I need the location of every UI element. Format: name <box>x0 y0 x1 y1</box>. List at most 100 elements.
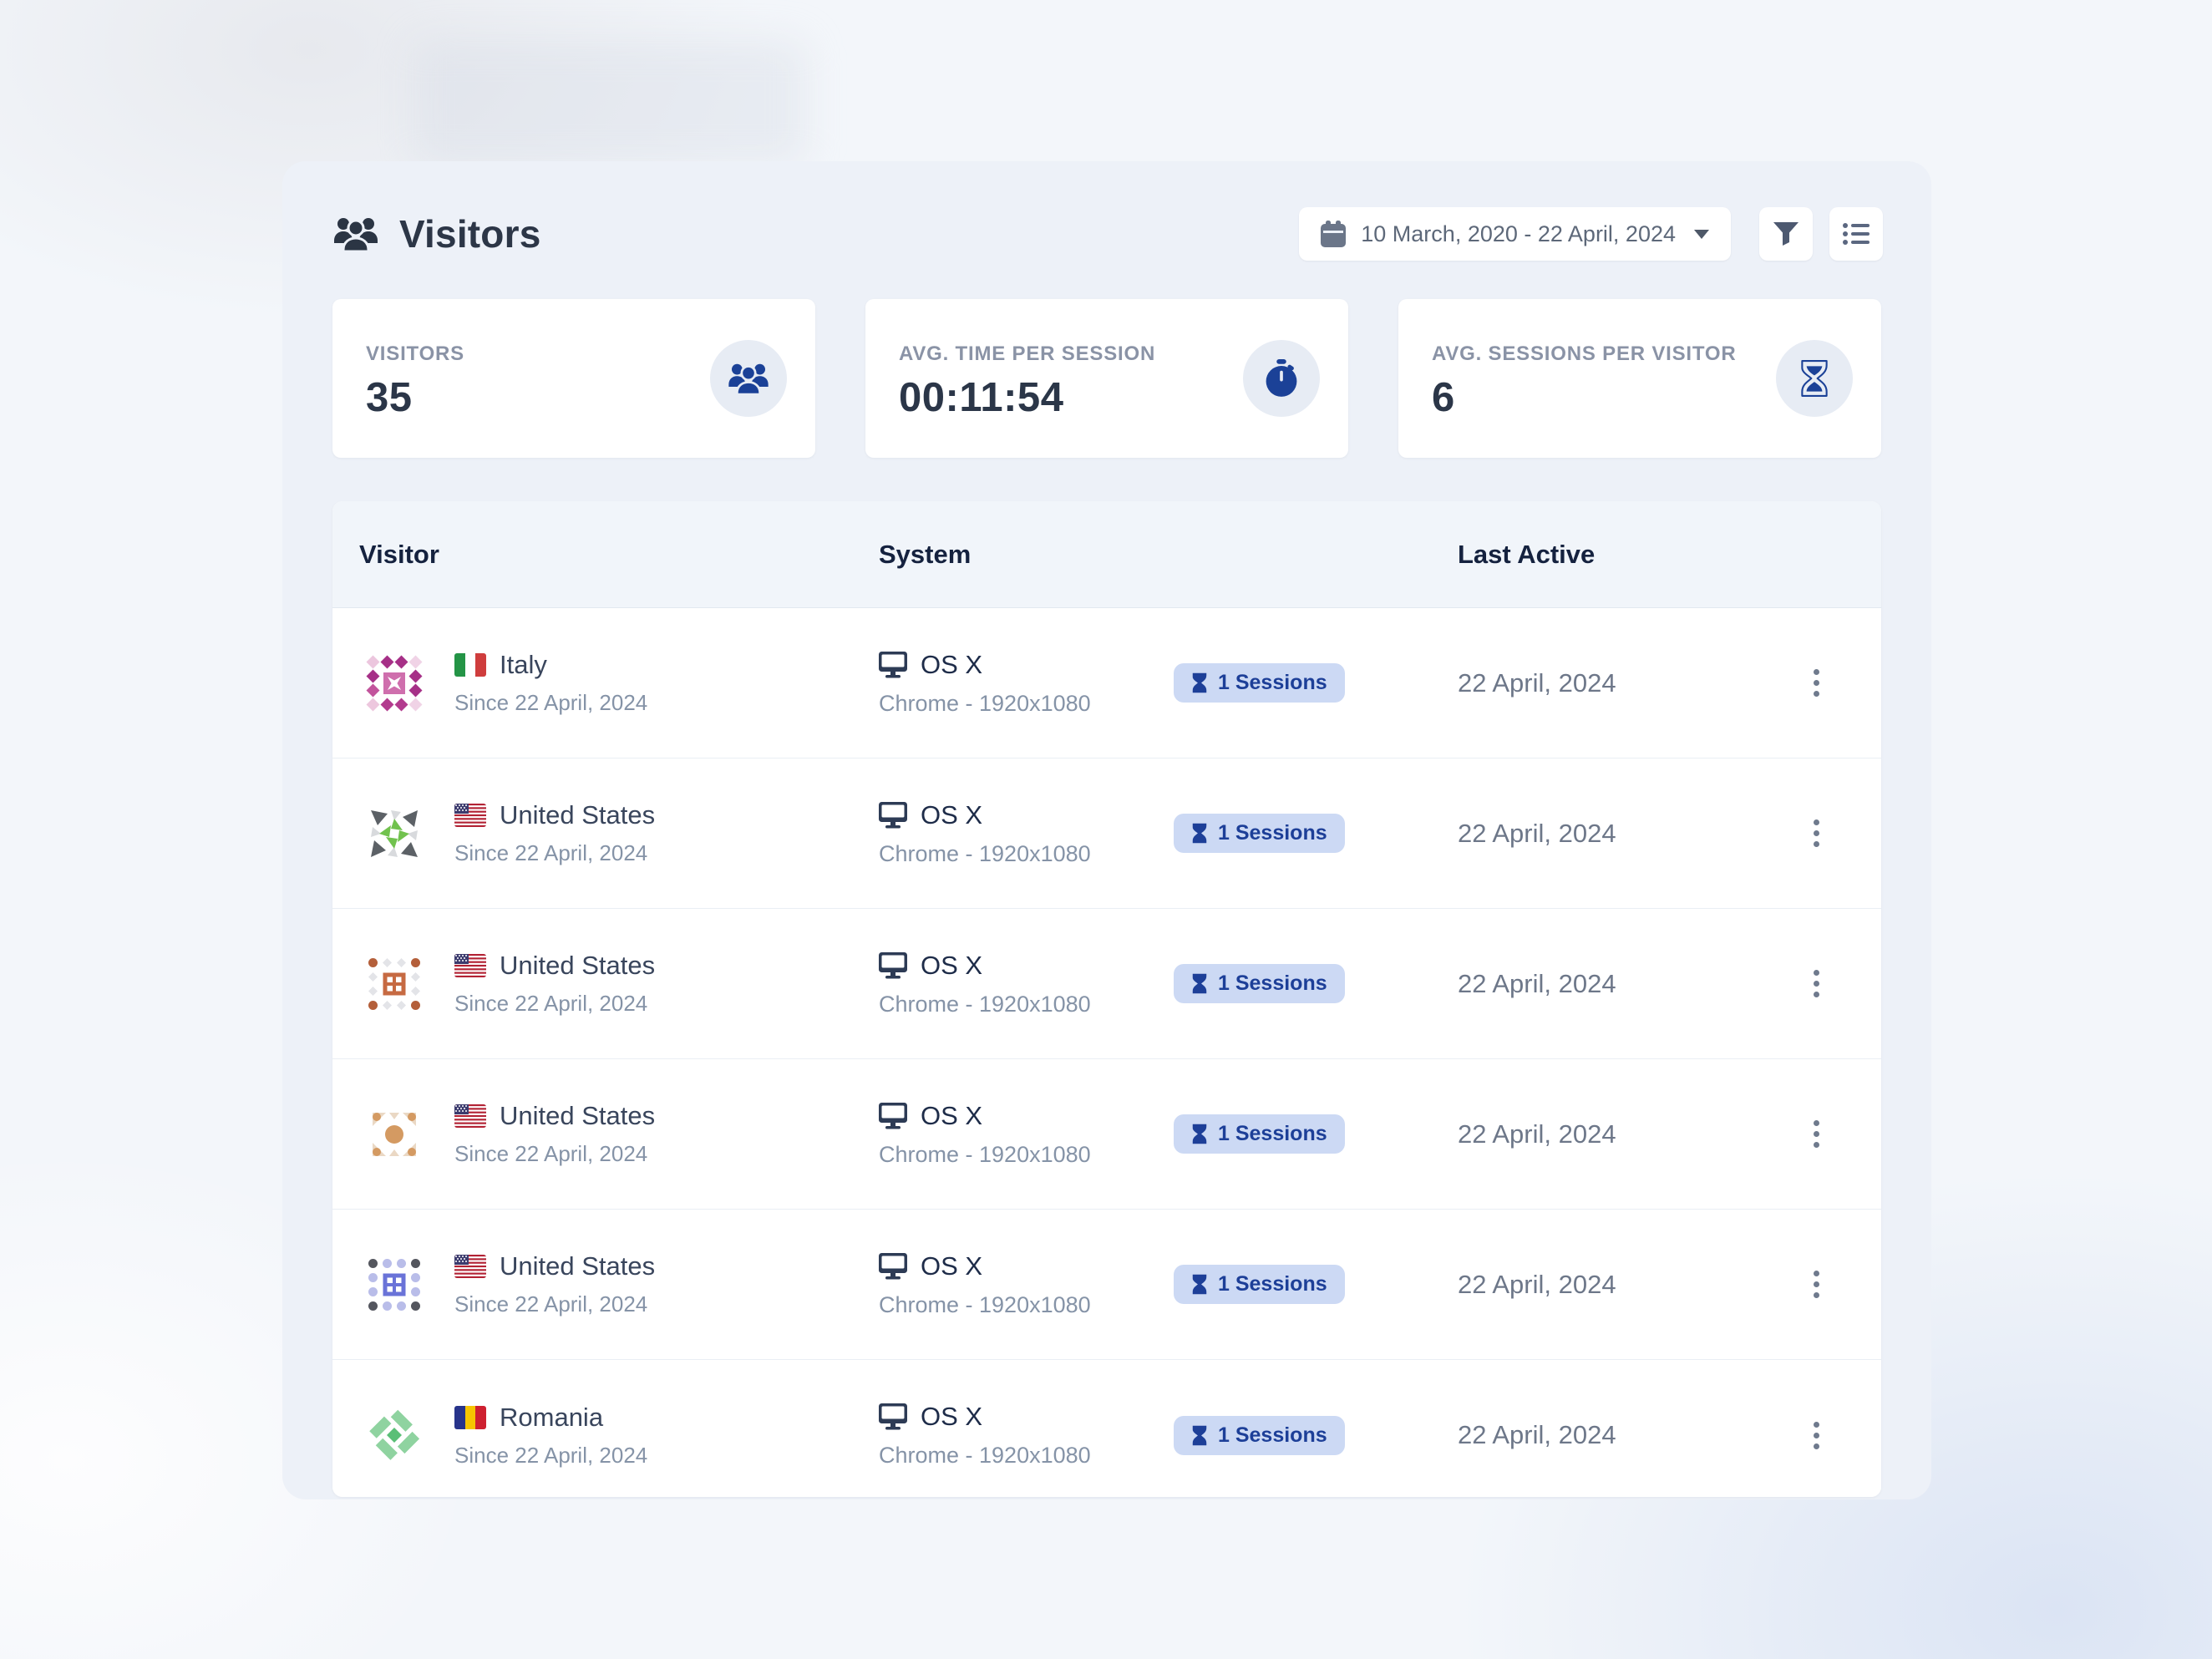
table-row[interactable]: United States Since 22 April, 2024 OS X … <box>332 909 1881 1059</box>
sessions-badge[interactable]: 1 Sessions <box>1174 663 1345 703</box>
stat-value: 6 <box>1432 375 1455 420</box>
visitor-since: Since 22 April, 2024 <box>454 1291 648 1317</box>
table-row[interactable]: Italy Since 22 April, 2024 OS X Chrome -… <box>332 608 1881 758</box>
visitor-cell: Romania Since 22 April, 2024 <box>332 1403 879 1469</box>
row-menu-button[interactable] <box>1809 1417 1824 1454</box>
stat-label: AVG. TIME PER SESSION <box>899 342 1156 365</box>
users-icon <box>334 218 378 252</box>
filter-button[interactable] <box>1759 207 1813 261</box>
last-active-cell: 22 April, 2024 <box>1458 1417 1881 1454</box>
pink-diamond-identicon <box>366 655 423 712</box>
last-active-cell: 22 April, 2024 <box>1458 1266 1881 1303</box>
table-row[interactable]: Romania Since 22 April, 2024 OS X Chrome… <box>332 1360 1881 1497</box>
background-blur-shape <box>413 40 806 165</box>
last-active-cell: 22 April, 2024 <box>1458 965 1881 1002</box>
filter-funnel-icon <box>1773 222 1799 246</box>
system-cell: OS X Chrome - 1920x1080 <box>879 1251 1174 1318</box>
os-name: OS X <box>921 1100 983 1130</box>
last-active-date: 22 April, 2024 <box>1458 1269 1616 1299</box>
hourglass-icon <box>1192 1274 1207 1295</box>
system-cell: OS X Chrome - 1920x1080 <box>879 1101 1174 1168</box>
row-menu-button[interactable] <box>1809 814 1824 852</box>
browser-resolution: Chrome - 1920x1080 <box>879 1443 1091 1468</box>
table-row[interactable]: United States Since 22 April, 2024 OS X … <box>332 1059 1881 1210</box>
browser-resolution: Chrome - 1920x1080 <box>879 840 1091 866</box>
last-active-date: 22 April, 2024 <box>1458 968 1616 998</box>
browser-resolution: Chrome - 1920x1080 <box>879 690 1091 716</box>
sessions-count: 1 Sessions <box>1218 1272 1327 1296</box>
visitors-panel: Visitors 10 March, 2020 - 22 April, 2024 <box>282 161 1931 1499</box>
row-menu-button[interactable] <box>1809 664 1824 702</box>
os-name: OS X <box>921 950 983 980</box>
last-active-date: 22 April, 2024 <box>1458 1420 1616 1449</box>
stopwatch-icon <box>1243 340 1320 417</box>
table-body: Italy Since 22 April, 2024 OS X Chrome -… <box>332 608 1881 1497</box>
sessions-badge[interactable]: 1 Sessions <box>1174 1265 1345 1304</box>
monitor-icon <box>879 801 907 828</box>
browser-resolution: Chrome - 1920x1080 <box>879 991 1091 1017</box>
column-header-system: System <box>879 539 972 569</box>
page-title: Visitors <box>399 212 541 256</box>
sessions-badge[interactable]: 1 Sessions <box>1174 964 1345 1003</box>
hourglass-icon <box>1192 1124 1207 1144</box>
tan-orbit-identicon <box>366 1106 423 1163</box>
system-cell: OS X Chrome - 1920x1080 <box>879 800 1174 867</box>
sessions-cell: 1 Sessions <box>1174 964 1458 1003</box>
date-range-text: 10 March, 2020 - 22 April, 2024 <box>1361 221 1676 246</box>
sessions-count: 1 Sessions <box>1218 1122 1327 1145</box>
sessions-count: 1 Sessions <box>1218 1423 1327 1447</box>
hourglass-icon <box>1192 672 1207 693</box>
row-menu-button[interactable] <box>1809 1266 1824 1303</box>
visitors-table: Visitor System Last Active Italy Since 2… <box>332 501 1881 1497</box>
monitor-icon <box>879 1403 907 1430</box>
column-header-visitor: Visitor <box>359 539 439 569</box>
system-cell: OS X Chrome - 1920x1080 <box>879 650 1174 717</box>
indigo-window-identicon <box>366 1256 423 1313</box>
country-flag <box>454 954 486 977</box>
sessions-badge[interactable]: 1 Sessions <box>1174 1415 1345 1455</box>
browser-resolution: Chrome - 1920x1080 <box>879 1141 1091 1167</box>
page-title-wrap: Visitors <box>332 211 541 256</box>
os-name: OS X <box>921 1402 983 1431</box>
calendar-icon <box>1321 221 1347 247</box>
sessions-cell: 1 Sessions <box>1174 1415 1458 1455</box>
last-active-date: 22 April, 2024 <box>1458 1119 1616 1149</box>
sessions-count: 1 Sessions <box>1218 671 1327 694</box>
visitor-country: United States <box>500 1251 656 1281</box>
list-view-button[interactable] <box>1829 207 1883 261</box>
system-cell: OS X Chrome - 1920x1080 <box>879 1402 1174 1469</box>
stat-value: 00:11:54 <box>899 375 1064 420</box>
orange-window-identicon <box>366 956 423 1012</box>
row-menu-button[interactable] <box>1809 1115 1824 1153</box>
last-active-cell: 22 April, 2024 <box>1458 1115 1881 1153</box>
last-active-cell: 22 April, 2024 <box>1458 814 1881 852</box>
monitor-icon <box>879 1102 907 1129</box>
visitor-since: Since 22 April, 2024 <box>454 690 648 715</box>
visitor-country: United States <box>500 951 656 980</box>
stats-row: VISITORS 35 AVG. TIME PER SESSION 00:11:… <box>282 299 1931 458</box>
green-cross-identicon <box>365 1406 424 1464</box>
country-flag <box>454 1255 486 1278</box>
hourglass-icon <box>1192 1425 1207 1445</box>
date-range-picker[interactable]: 10 March, 2020 - 22 April, 2024 <box>1299 207 1731 261</box>
os-name: OS X <box>921 799 983 830</box>
monitor-icon <box>879 1252 907 1279</box>
os-name: OS X <box>921 1251 983 1281</box>
sessions-badge[interactable]: 1 Sessions <box>1174 1114 1345 1154</box>
visitor-since: Since 22 April, 2024 <box>454 840 648 865</box>
table-row[interactable]: United States Since 22 April, 2024 OS X … <box>332 758 1881 909</box>
monitor-icon <box>879 651 907 677</box>
row-menu-button[interactable] <box>1809 965 1824 1002</box>
country-flag <box>454 653 486 677</box>
table-row[interactable]: United States Since 22 April, 2024 OS X … <box>332 1210 1881 1360</box>
sessions-badge[interactable]: 1 Sessions <box>1174 814 1345 853</box>
sessions-cell: 1 Sessions <box>1174 663 1458 703</box>
country-flag <box>454 804 486 827</box>
sessions-cell: 1 Sessions <box>1174 1114 1458 1154</box>
table-header-row: Visitor System Last Active <box>332 501 1881 608</box>
hourglass-icon <box>1192 973 1207 994</box>
stat-card-avg-time: AVG. TIME PER SESSION 00:11:54 <box>865 299 1348 458</box>
sessions-count: 1 Sessions <box>1218 972 1327 995</box>
stat-label: AVG. SESSIONS PER VISITOR <box>1432 342 1737 365</box>
visitor-cell: United States Since 22 April, 2024 <box>332 951 879 1017</box>
